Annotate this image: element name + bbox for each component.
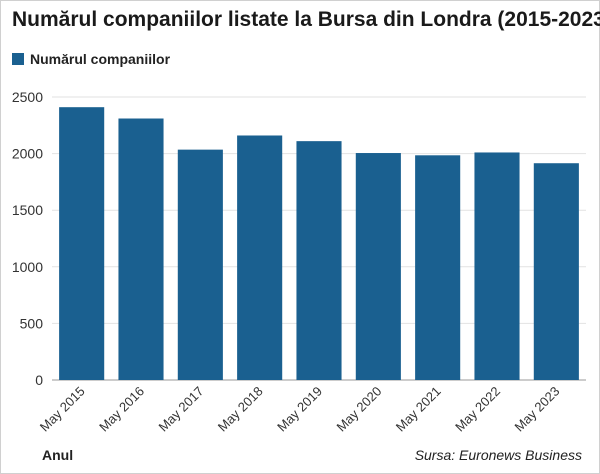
y-tick-label: 500: [20, 315, 44, 331]
x-tick-label: May 2016: [96, 384, 147, 435]
bar: [237, 135, 283, 380]
bar: [118, 118, 164, 381]
x-tick-label: May 2023: [511, 384, 562, 435]
legend-swatch: [12, 53, 24, 65]
legend: Numărul companiilor: [12, 51, 170, 67]
legend-label: Numărul companiilor: [30, 51, 171, 67]
x-tick-label: May 2015: [37, 384, 88, 435]
bar: [355, 153, 401, 380]
y-tick-label: 1500: [12, 202, 43, 218]
x-tick-label: May 2022: [452, 384, 503, 435]
x-axis-label: Anul: [42, 447, 74, 463]
bar: [415, 155, 461, 380]
x-tick-label: May 2019: [274, 384, 325, 435]
x-tick-label: May 2017: [155, 384, 206, 435]
chart-title: Numărul companiilor listate la Bursa din…: [12, 8, 600, 31]
bar: [177, 149, 223, 380]
y-tick-label: 1000: [12, 259, 43, 275]
x-tick-label: May 2021: [393, 384, 444, 435]
bar: [533, 163, 579, 380]
bar: [474, 152, 520, 380]
y-tick-label: 2500: [12, 89, 43, 105]
y-tick-label: 2000: [12, 146, 43, 162]
bar: [59, 107, 105, 381]
bar: [296, 141, 342, 380]
source-note: Sursa: Euronews Business: [414, 447, 582, 463]
y-tick-label: 0: [35, 372, 43, 388]
x-tick-label: May 2018: [215, 384, 266, 435]
x-tick-label: May 2020: [333, 384, 384, 435]
